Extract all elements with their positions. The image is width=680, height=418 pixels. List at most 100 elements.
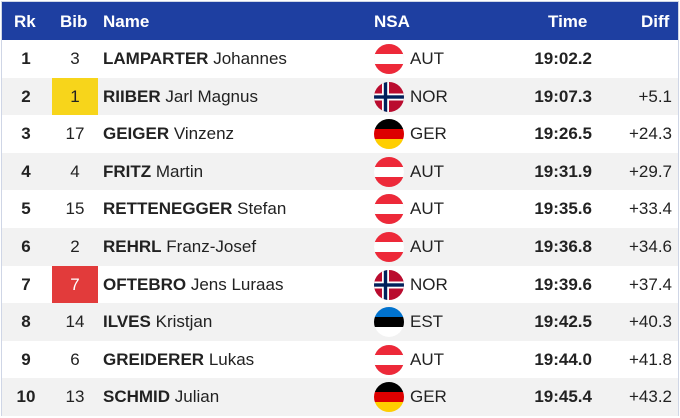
athlete-name[interactable]: LAMPARTER Johannes [103, 40, 287, 78]
rank: 2 [21, 86, 31, 106]
time-diff: +37.4 [628, 274, 672, 294]
table-row[interactable]: 4 4 FRITZ Martin AUT 19:31.9 +29.7 [2, 152, 678, 191]
rank: 9 [21, 349, 31, 369]
athlete-first-name: Franz-Josef [166, 237, 257, 256]
athlete-first-name: Johannes [213, 49, 287, 68]
nsa-flag [374, 266, 404, 304]
athlete-last-name: SCHMID [103, 387, 171, 407]
nsa-flag [374, 228, 404, 266]
bib-number: 1 [52, 77, 98, 116]
nsa-code: NOR [410, 274, 448, 294]
nsa-code: GER [410, 387, 447, 407]
race-time: 19:44.0 [534, 349, 592, 369]
bib-number: 2 [70, 237, 80, 256]
header-nsa[interactable]: NSA [374, 12, 410, 31]
nor-flag-icon [374, 269, 404, 300]
athlete-first-name: Julian [174, 387, 220, 407]
aut-flag-icon [374, 194, 404, 225]
aut-flag-icon [374, 344, 404, 375]
athlete-name[interactable]: SCHMID Julian [103, 378, 219, 416]
time-diff [592, 40, 672, 78]
race-time: 19:31.9 [534, 161, 592, 181]
athlete-last-name: RETTENEGGER [103, 199, 233, 219]
aut-flag-icon [374, 156, 404, 187]
nsa-flag [374, 40, 404, 78]
header-bib[interactable]: Bib [60, 12, 88, 31]
table-header: Rk Bib Name NSA Time Diff [2, 2, 678, 40]
ger-flag-icon [374, 382, 404, 413]
nsa-code: AUT [410, 199, 444, 219]
time-diff: +34.6 [628, 237, 672, 256]
athlete-last-name: RIIBER [103, 86, 161, 106]
race-time: 19:07.3 [534, 86, 592, 106]
athlete-last-name: LAMPARTER [103, 49, 209, 68]
rank: 1 [21, 49, 31, 68]
header-name[interactable]: Name [103, 12, 150, 31]
athlete-name[interactable]: RIIBER Jarl Magnus [103, 78, 258, 116]
table-row[interactable]: 1 3 LAMPARTER Johannes AUT 19:02.2 [2, 40, 678, 78]
athlete-first-name: Jarl Magnus [165, 86, 258, 106]
athlete-name[interactable]: FRITZ Martin [103, 153, 203, 191]
ger-flag-icon [374, 119, 404, 150]
athlete-first-name: Kristjan [155, 312, 213, 332]
table-row[interactable]: 6 2 REHRL Franz-Josef AUT 19:36.8 +34.6 [2, 228, 678, 266]
nsa-code: AUT [410, 237, 444, 256]
athlete-last-name: ILVES [103, 312, 151, 332]
athlete-last-name: GREIDERER [103, 349, 205, 369]
athlete-name[interactable]: OFTEBRO Jens Luraas [103, 266, 283, 304]
table-row[interactable]: 10 13 SCHMID Julian GER 19:45.4 +43.2 [2, 378, 678, 416]
time-diff: +40.3 [628, 312, 672, 332]
bib-number: 14 [65, 312, 85, 332]
rank: 6 [21, 237, 31, 256]
header-time[interactable]: Time [548, 12, 588, 31]
nor-flag-icon [374, 81, 404, 112]
athlete-name[interactable]: REHRL Franz-Josef [103, 228, 256, 266]
time-diff: +5.1 [638, 86, 672, 106]
race-time: 19:45.4 [534, 387, 592, 407]
nsa-flag [374, 378, 404, 416]
table-row[interactable]: 5 15 RETTENEGGER Stefan AUT 19:35.6 +33.4 [2, 190, 678, 228]
nsa-flag [374, 190, 404, 228]
rank: 10 [16, 387, 36, 407]
table-row[interactable]: 7 7 OFTEBRO Jens Luraas NOR 19:39.6 +37.4 [2, 265, 678, 304]
athlete-first-name: Martin [155, 161, 204, 181]
nsa-code: EST [410, 312, 444, 332]
nsa-flag [374, 115, 404, 153]
athlete-first-name: Jens Luraas [190, 274, 284, 294]
athlete-name[interactable]: RETTENEGGER Stefan [103, 190, 286, 228]
bib-number: 6 [70, 349, 80, 369]
race-time: 19:02.2 [534, 49, 592, 68]
aut-flag-icon [374, 44, 404, 74]
time-diff: +41.8 [628, 349, 672, 369]
table-row[interactable]: 3 17 GEIGER Vinzenz GER 19:26.5 +24.3 [2, 115, 678, 153]
athlete-name[interactable]: GEIGER Vinzenz [103, 115, 234, 153]
athlete-last-name: OFTEBRO [103, 274, 187, 294]
table-row[interactable]: 2 1 RIIBER Jarl Magnus NOR 19:07.3 +5.1 [2, 77, 678, 116]
athlete-name[interactable]: GREIDERER Lukas [103, 341, 254, 379]
race-time: 19:36.8 [534, 237, 592, 256]
athlete-name[interactable]: ILVES Kristjan [103, 303, 212, 341]
nsa-code: NOR [410, 86, 448, 106]
athlete-last-name: REHRL [103, 237, 162, 256]
table-row[interactable]: 8 14 ILVES Kristjan EST 19:42.5 +40.3 [2, 303, 678, 341]
header-diff[interactable]: Diff [641, 12, 670, 31]
header-rk[interactable]: Rk [14, 12, 36, 31]
athlete-last-name: FRITZ [103, 161, 152, 181]
nsa-code: AUT [410, 161, 444, 181]
time-diff: +29.7 [628, 161, 672, 181]
nsa-flag [374, 303, 404, 341]
bib-number: 17 [65, 124, 85, 144]
nsa-flag [374, 78, 404, 116]
table-row[interactable]: 9 6 GREIDERER Lukas AUT 19:44.0 +41.8 [2, 341, 678, 379]
bib-number: 3 [70, 49, 80, 68]
bib-number: 15 [65, 199, 85, 219]
bib-number: 13 [65, 387, 85, 407]
time-diff: +43.2 [628, 387, 672, 407]
nsa-code: GER [410, 124, 447, 144]
rank: 4 [21, 161, 31, 181]
nsa-code: AUT [410, 49, 444, 68]
race-time: 19:35.6 [534, 199, 592, 219]
rank: 3 [21, 124, 31, 144]
nsa-flag [374, 153, 404, 191]
